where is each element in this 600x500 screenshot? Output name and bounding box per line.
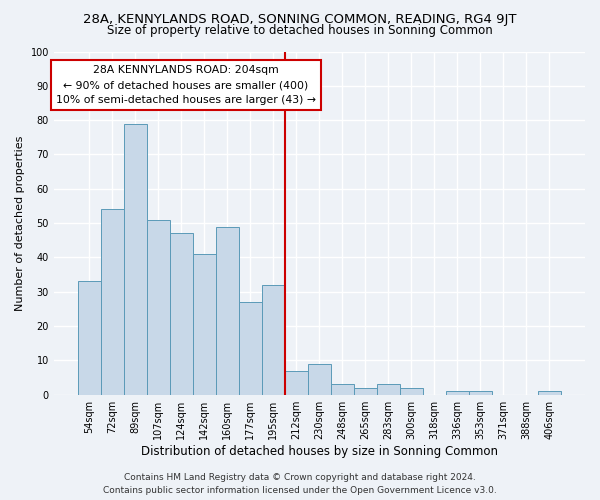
Bar bbox=[377, 384, 400, 394]
Bar bbox=[400, 388, 423, 394]
Bar bbox=[239, 302, 262, 394]
Bar bbox=[469, 392, 492, 394]
Text: Size of property relative to detached houses in Sonning Common: Size of property relative to detached ho… bbox=[107, 24, 493, 37]
Text: Contains HM Land Registry data © Crown copyright and database right 2024.
Contai: Contains HM Land Registry data © Crown c… bbox=[103, 474, 497, 495]
Text: 28A KENNYLANDS ROAD: 204sqm
← 90% of detached houses are smaller (400)
10% of se: 28A KENNYLANDS ROAD: 204sqm ← 90% of det… bbox=[56, 65, 316, 105]
Bar bbox=[147, 220, 170, 394]
X-axis label: Distribution of detached houses by size in Sonning Common: Distribution of detached houses by size … bbox=[141, 444, 498, 458]
Bar bbox=[262, 285, 285, 395]
Bar bbox=[285, 370, 308, 394]
Bar bbox=[101, 210, 124, 394]
Text: 28A, KENNYLANDS ROAD, SONNING COMMON, READING, RG4 9JT: 28A, KENNYLANDS ROAD, SONNING COMMON, RE… bbox=[83, 12, 517, 26]
Bar bbox=[354, 388, 377, 394]
Bar bbox=[124, 124, 147, 394]
Bar bbox=[78, 282, 101, 395]
Bar bbox=[170, 234, 193, 394]
Bar bbox=[193, 254, 216, 394]
Bar bbox=[331, 384, 354, 394]
Bar bbox=[216, 226, 239, 394]
Bar bbox=[446, 392, 469, 394]
Y-axis label: Number of detached properties: Number of detached properties bbox=[15, 136, 25, 311]
Bar bbox=[538, 392, 561, 394]
Bar bbox=[308, 364, 331, 394]
